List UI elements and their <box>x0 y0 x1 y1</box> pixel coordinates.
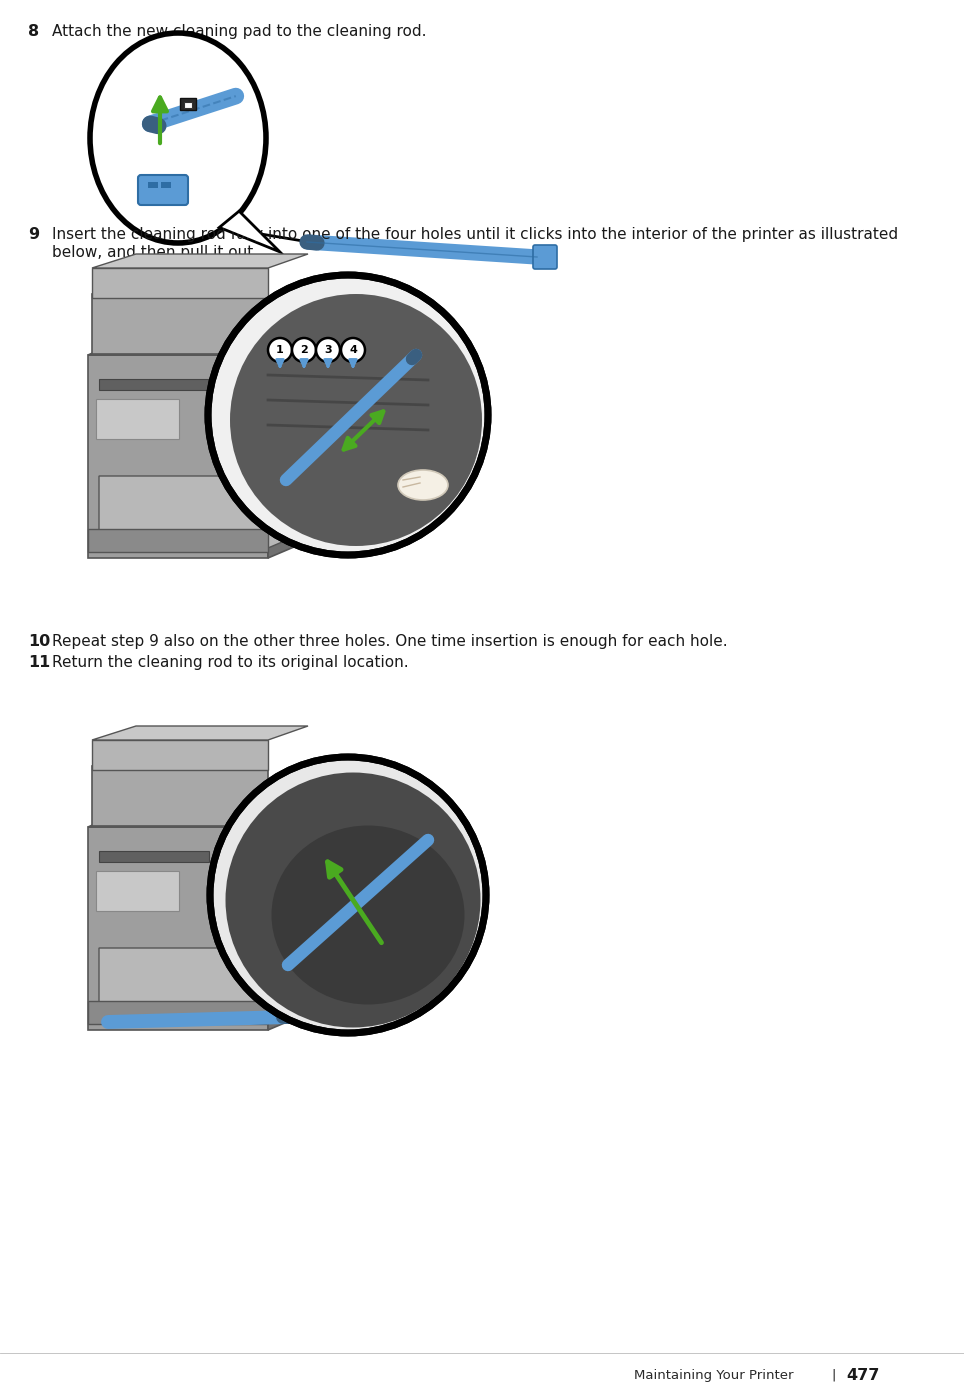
Text: 11: 11 <box>28 655 50 670</box>
Bar <box>180 98 196 110</box>
Polygon shape <box>222 214 274 248</box>
Polygon shape <box>92 726 308 740</box>
Bar <box>99 378 209 389</box>
Polygon shape <box>268 810 308 1030</box>
Text: |: | <box>832 1368 836 1382</box>
Polygon shape <box>268 799 363 836</box>
Bar <box>88 355 268 558</box>
Bar <box>92 295 268 355</box>
Ellipse shape <box>90 34 266 243</box>
Text: 1: 1 <box>276 345 283 355</box>
Text: 4: 4 <box>349 345 357 355</box>
Circle shape <box>316 338 340 362</box>
FancyBboxPatch shape <box>533 246 557 269</box>
Bar <box>96 399 179 438</box>
Bar <box>92 268 268 297</box>
Bar <box>88 826 268 1030</box>
Polygon shape <box>88 810 308 826</box>
Text: below, and then pull it out.: below, and then pull it out. <box>52 246 258 260</box>
Ellipse shape <box>208 275 488 556</box>
Bar <box>88 529 268 551</box>
Bar <box>99 852 209 861</box>
Ellipse shape <box>272 825 465 1005</box>
Bar <box>96 871 179 912</box>
Polygon shape <box>99 931 308 1020</box>
Circle shape <box>268 338 292 362</box>
Text: 9: 9 <box>28 228 40 242</box>
Polygon shape <box>88 338 308 355</box>
Circle shape <box>341 338 365 362</box>
Ellipse shape <box>398 470 448 500</box>
Polygon shape <box>99 459 308 549</box>
Polygon shape <box>92 254 308 268</box>
Bar <box>184 102 192 107</box>
Bar <box>92 766 268 826</box>
Circle shape <box>292 338 316 362</box>
Bar <box>161 181 171 188</box>
Bar <box>92 740 268 771</box>
FancyBboxPatch shape <box>138 174 188 205</box>
Text: 2: 2 <box>300 345 308 355</box>
Text: 477: 477 <box>846 1368 879 1382</box>
Ellipse shape <box>226 772 480 1027</box>
Text: 3: 3 <box>324 345 332 355</box>
Bar <box>148 181 158 188</box>
Text: 8: 8 <box>28 24 40 39</box>
Text: Repeat step 9 also on the other three holes. One time insertion is enough for ea: Repeat step 9 also on the other three ho… <box>52 634 728 649</box>
Text: Return the cleaning rod to its original location.: Return the cleaning rod to its original … <box>52 655 409 670</box>
Polygon shape <box>268 327 363 364</box>
Text: Maintaining Your Printer: Maintaining Your Printer <box>634 1368 793 1382</box>
Ellipse shape <box>230 295 482 546</box>
Text: Attach the new cleaning pad to the cleaning rod.: Attach the new cleaning pad to the clean… <box>52 24 426 39</box>
Bar <box>88 1001 268 1025</box>
Ellipse shape <box>210 757 486 1033</box>
Polygon shape <box>222 214 274 248</box>
Text: Insert the cleaning rod fully into one of the four holes until it clicks into th: Insert the cleaning rod fully into one o… <box>52 228 898 242</box>
Polygon shape <box>268 338 308 558</box>
Text: 10: 10 <box>28 634 50 649</box>
